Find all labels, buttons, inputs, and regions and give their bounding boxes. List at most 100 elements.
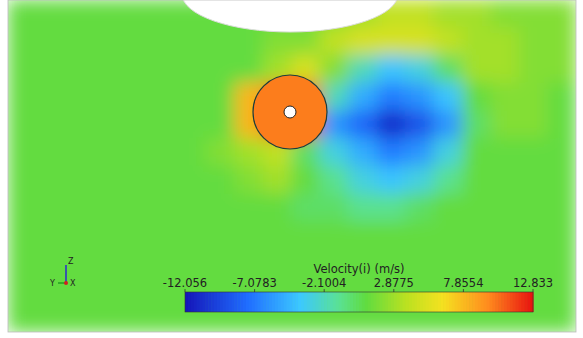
- cell: [93, 83, 122, 112]
- cell: [150, 55, 179, 84]
- cell: [405, 249, 434, 278]
- cell: [292, 193, 321, 222]
- triad-label: X: [70, 279, 76, 288]
- cell: [320, 27, 349, 56]
- cell: [206, 166, 235, 195]
- cell: [263, 221, 292, 250]
- cell: [121, 249, 150, 278]
- cell: [178, 138, 207, 167]
- cell: [150, 0, 179, 28]
- triad-x: [64, 281, 68, 285]
- cell: [547, 55, 576, 84]
- cell: [434, 110, 463, 139]
- colorbar-tick-label: -2.1004: [302, 276, 346, 290]
- cell: [434, 221, 463, 250]
- rotor: [253, 75, 327, 149]
- cell: [64, 304, 93, 332]
- cell: [292, 221, 321, 250]
- cell: [348, 193, 377, 222]
- cell: [490, 110, 519, 139]
- cell: [547, 110, 576, 139]
- cell: [36, 55, 65, 84]
- cell: [235, 55, 264, 84]
- cell: [206, 249, 235, 278]
- cell: [405, 138, 434, 167]
- cell: [405, 0, 434, 28]
- cell: [150, 193, 179, 222]
- cell: [8, 166, 37, 195]
- cell: [121, 55, 150, 84]
- cell: [36, 0, 65, 28]
- cell: [36, 166, 65, 195]
- cell: [405, 55, 434, 84]
- cell: [178, 249, 207, 278]
- cell: [150, 249, 179, 278]
- cell: [490, 193, 519, 222]
- cell: [377, 27, 406, 56]
- cell: [462, 0, 491, 28]
- cell: [348, 166, 377, 195]
- cell: [206, 55, 235, 84]
- cell: [64, 83, 93, 112]
- cell: [462, 249, 491, 278]
- cell: [8, 110, 37, 139]
- cell: [405, 221, 434, 250]
- cell: [36, 83, 65, 112]
- cell: [320, 138, 349, 167]
- cell: [36, 110, 65, 139]
- cell: [547, 304, 576, 332]
- cell: [121, 27, 150, 56]
- cell: [121, 83, 150, 112]
- cell: [519, 110, 548, 139]
- cell: [64, 27, 93, 56]
- cell: [121, 221, 150, 250]
- cell: [8, 0, 37, 28]
- cell: [93, 55, 122, 84]
- colorbar-tick-label: -12.056: [163, 276, 207, 290]
- cell: [462, 110, 491, 139]
- colorbar-frame: [185, 292, 533, 312]
- cell: [93, 193, 122, 222]
- cell: [434, 166, 463, 195]
- cell: [547, 166, 576, 195]
- cell: [8, 83, 37, 112]
- cell: [178, 221, 207, 250]
- cell: [93, 110, 122, 139]
- cell: [36, 276, 65, 305]
- cell: [434, 83, 463, 112]
- cell: [434, 55, 463, 84]
- cell: [348, 221, 377, 250]
- cell: [178, 110, 207, 139]
- cell: [206, 138, 235, 167]
- cell: [377, 110, 406, 139]
- cell: [462, 221, 491, 250]
- cell: [377, 55, 406, 84]
- cell: [348, 27, 377, 56]
- triad: ZYX: [49, 257, 76, 288]
- cell: [348, 83, 377, 112]
- cell: [348, 138, 377, 167]
- cell: [519, 83, 548, 112]
- cell: [320, 55, 349, 84]
- cell: [235, 193, 264, 222]
- triad-label: Y: [49, 279, 55, 288]
- cell: [235, 249, 264, 278]
- background: [0, 0, 583, 338]
- frame: [8, 0, 576, 332]
- cell: [490, 221, 519, 250]
- cell: [8, 27, 37, 56]
- cell: [377, 138, 406, 167]
- cell: [235, 27, 264, 56]
- cell: [490, 138, 519, 167]
- field: [8, 0, 576, 332]
- cell: [93, 0, 122, 28]
- cell: [462, 166, 491, 195]
- cell: [547, 193, 576, 222]
- cell: [121, 193, 150, 222]
- cell: [547, 27, 576, 56]
- cell: [8, 193, 37, 222]
- cell: [206, 110, 235, 139]
- cell: [150, 304, 179, 332]
- cell: [64, 166, 93, 195]
- cell: [206, 193, 235, 222]
